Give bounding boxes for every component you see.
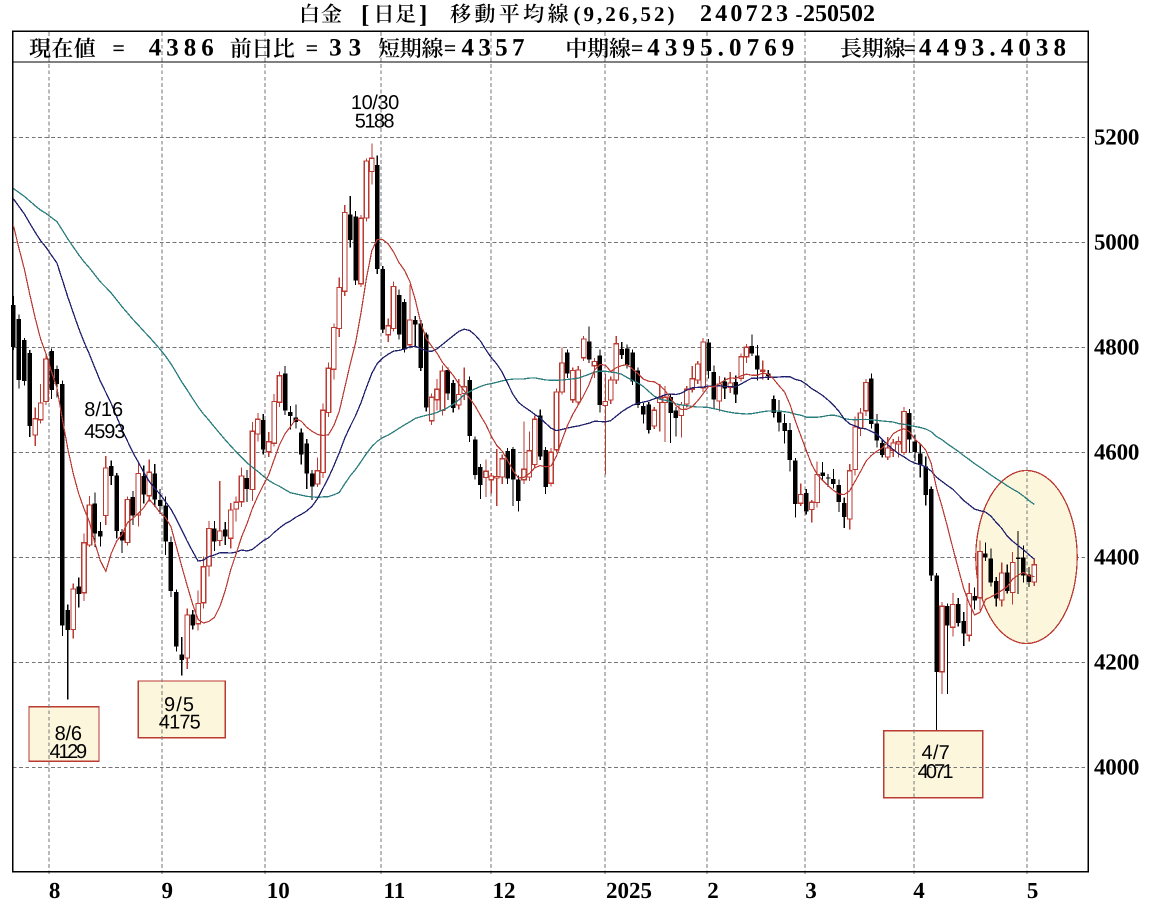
svg-text:5188: 5188 bbox=[355, 111, 395, 133]
svg-text:4200: 4200 bbox=[1094, 650, 1139, 675]
svg-text:8/16: 8/16 bbox=[84, 399, 123, 421]
svg-text:4400: 4400 bbox=[1094, 545, 1139, 570]
svg-text:3: 3 bbox=[805, 878, 817, 902]
svg-text:8: 8 bbox=[49, 878, 61, 902]
svg-text:-: - bbox=[796, 2, 803, 26]
svg-text:10/30: 10/30 bbox=[351, 92, 399, 114]
svg-text:4: 4 bbox=[913, 878, 925, 902]
svg-text:2025: 2025 bbox=[606, 878, 652, 902]
svg-text:4071: 4071 bbox=[918, 761, 954, 783]
svg-text:4129: 4129 bbox=[50, 741, 88, 763]
svg-text:=: = bbox=[444, 36, 457, 61]
svg-text:[: [ bbox=[361, 2, 369, 29]
svg-text:4493.4038: 4493.4038 bbox=[919, 35, 1066, 62]
svg-text:250502: 250502 bbox=[803, 1, 875, 27]
svg-text:8/6: 8/6 bbox=[55, 723, 82, 745]
svg-text:9/5: 9/5 bbox=[164, 694, 194, 716]
svg-text:=: = bbox=[112, 36, 125, 61]
svg-text:(9,26,52): (9,26,52) bbox=[574, 2, 675, 26]
svg-text:5200: 5200 bbox=[1094, 125, 1139, 150]
svg-text:=: = bbox=[306, 36, 319, 61]
svg-text:=: = bbox=[631, 36, 644, 61]
svg-text:4593: 4593 bbox=[84, 421, 125, 443]
svg-text:11: 11 bbox=[384, 878, 406, 902]
svg-text:4395.0769: 4395.0769 bbox=[647, 35, 794, 62]
svg-text:10: 10 bbox=[267, 878, 290, 902]
svg-text:]: ] bbox=[419, 2, 427, 29]
svg-text:4800: 4800 bbox=[1094, 335, 1139, 360]
svg-text:5000: 5000 bbox=[1094, 230, 1139, 255]
svg-text:9: 9 bbox=[162, 878, 174, 902]
svg-text:4000: 4000 bbox=[1094, 755, 1139, 780]
svg-text:4/7: 4/7 bbox=[922, 742, 950, 764]
svg-text:5: 5 bbox=[1027, 878, 1039, 902]
svg-text:4175: 4175 bbox=[159, 712, 201, 734]
svg-text:=: = bbox=[904, 36, 917, 61]
svg-text:4600: 4600 bbox=[1094, 440, 1139, 465]
svg-text:12: 12 bbox=[493, 878, 516, 902]
svg-text:2: 2 bbox=[707, 878, 719, 902]
